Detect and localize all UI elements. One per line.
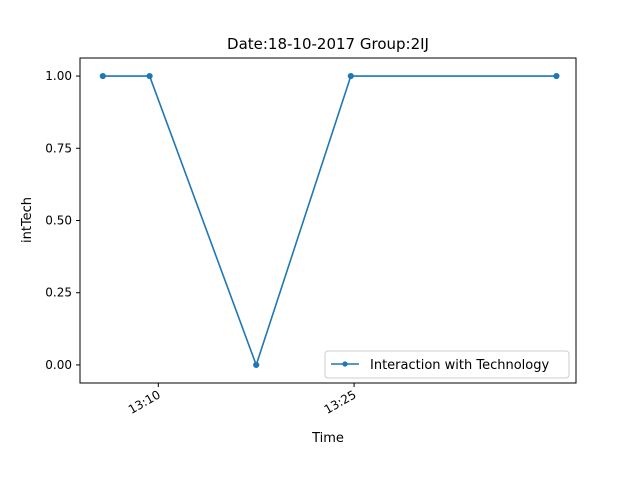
y-tick-label: 1.00 — [45, 69, 72, 83]
legend-box — [324, 350, 570, 379]
legend-entry-label: Interaction with Technology — [370, 358, 550, 373]
legend-marker-swatch — [342, 361, 348, 367]
chart-title: Date:18-10-2017 Group:2IJ — [227, 35, 429, 53]
y-tick-label: 0.50 — [45, 214, 72, 228]
data-point — [347, 72, 354, 80]
legend: Interaction with Technology — [324, 350, 570, 379]
data-point — [553, 72, 560, 80]
y-axis-label: intTech — [20, 197, 35, 243]
y-tick-label: 0.25 — [45, 286, 72, 300]
data-point — [146, 72, 153, 80]
axes-frame — [79, 57, 577, 384]
data-point — [253, 361, 260, 369]
y-tick-label: 0.00 — [45, 358, 72, 372]
y-tick-label: 0.75 — [45, 141, 72, 155]
x-axis-label: Time — [311, 431, 344, 446]
y-axis: 0.00 0.25 0.50 0.75 1.00 — [45, 69, 80, 372]
data-point — [99, 72, 106, 80]
plot-area — [99, 72, 560, 369]
